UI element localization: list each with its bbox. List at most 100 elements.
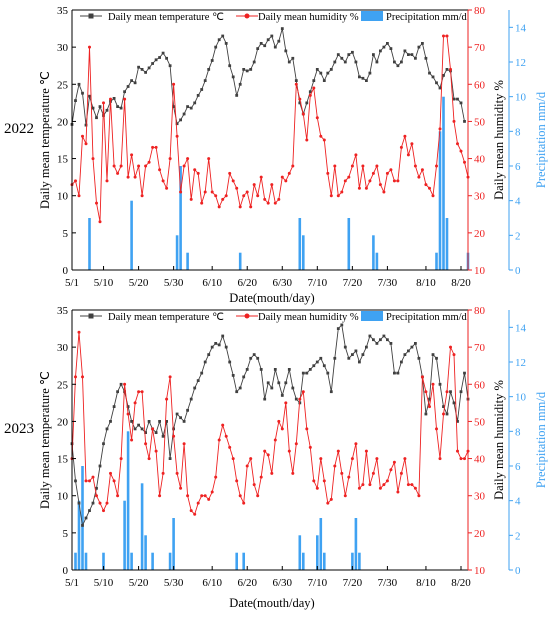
humidity-point-2023-day-111 [459,457,463,461]
precipitation-tick-label-2023-4: 4 [515,496,521,508]
temperature-point-2022-day-3 [81,91,84,95]
precipitation-bar-2023-day-4 [84,552,88,570]
humidity-point-2022-day-41 [214,194,218,198]
humidity-point-2022-day-25 [158,168,162,172]
x-tick-label-2022-4: 6/10 [202,277,222,289]
humidity-point-2023-day-17 [130,438,134,442]
humidity-tick-label-2023-10: 10 [474,565,486,577]
temperature-point-2022-day-23 [151,62,154,65]
precipitation-tick-label-2023-6: 6 [515,461,521,473]
precipitation-bar-2023-day-28 [168,552,172,570]
humidity-point-2022-day-50 [245,190,249,194]
humidity-point-2023-day-32 [182,442,186,446]
legend-label-temperature-2022: Daily mean temperature ℃ [108,12,224,23]
humidity-point-2022-day-83 [361,164,365,168]
humidity-point-2022-day-65 [298,97,302,101]
temperature-point-2022-day-111 [459,101,463,105]
precipitation-bar-2023-day-71 [319,518,323,570]
temperature-point-2023-day-107 [445,412,449,416]
temperature-point-2023-day-69 [312,364,316,368]
legend-2022: Daily mean temperature ℃ Daily mean humi… [80,11,468,23]
legend-label-temperature-2023: Daily mean temperature ℃ [108,312,224,323]
panel-2023: 2023 Daily mean temperature ℃ Daily mean… [4,305,548,610]
temperature-point-2023-day-45 [228,360,232,364]
precipitation-axis-title-2023: Precipitation mm/d [534,391,548,488]
humidity-point-2023-day-24 [154,449,158,453]
temperature-series-line-2023 [71,323,469,527]
legend-label-humidity-2022: Daily mean humidity % [258,12,359,23]
temperature-point-2022-day-74 [329,68,333,71]
humidity-point-2023-day-76 [336,449,340,453]
temperature-point-2023-day-28 [168,457,172,460]
humidity-point-2022-day-63 [291,164,295,168]
humidity-point-2023-day-11 [109,471,112,475]
humidity-point-2023-day-55 [263,449,267,453]
humidity-point-2023-day-15 [123,382,127,386]
humidity-point-2023-day-41 [214,475,218,479]
humidity-point-2022-day-62 [287,171,291,175]
humidity-point-2022-day-80 [350,164,354,168]
humidity-axis-title-2023: Daily mean humidity % [492,380,506,500]
temperature-point-2022-day-76 [336,53,340,56]
precipitation-bar-2023-day-49 [242,552,245,570]
humidity-point-2022-day-43 [221,197,225,201]
temperature-point-2023-day-64 [294,397,298,401]
temperature-point-2022-day-82 [358,75,361,79]
temperature-point-2022-day-25 [158,56,161,59]
precipitation-bar-2022-day-106 [442,96,445,270]
temperature-point-2023-day-46 [231,374,235,377]
temperature-point-2022-day-68 [308,90,312,94]
humidity-tick-label-2023-70: 70 [474,342,486,354]
humidity-point-2022-day-68 [308,93,312,97]
humidity-point-2023-day-74 [329,497,333,501]
humidity-point-2023-day-110 [456,449,459,453]
humidity-point-2023-day-13 [116,494,120,498]
humidity-point-2023-day-109 [452,353,456,357]
humidity-tick-label-2022-30: 30 [474,191,486,203]
humidity-point-2023-day-45 [228,445,232,449]
temperature-point-2022-day-103 [431,75,435,79]
temperature-point-2022-day-33 [186,105,189,108]
temperature-point-2022-day-54 [259,42,263,45]
humidity-point-2022-day-61 [284,179,288,183]
temperature-point-2022-day-30 [175,122,179,126]
humidity-point-2022-day-57 [270,183,274,187]
temperature-point-2022-day-84 [365,79,368,82]
precipitation-tick-label-2022-12: 12 [515,57,526,69]
humidity-point-2023-day-44 [224,434,228,438]
x-tick-label-2023-11: 8/20 [451,577,471,589]
humidity-point-2023-day-57 [270,471,274,475]
humidity-point-2022-day-54 [259,175,263,179]
temperature-point-2023-day-18 [133,427,137,431]
humidity-point-2023-day-20 [140,390,144,394]
temperature-point-2023-day-95 [403,353,407,356]
humidity-point-2022-day-49 [242,194,246,198]
humidity-point-2023-day-70 [315,486,319,490]
temperature-point-2022-day-58 [273,45,277,49]
temperature-point-2023-day-56 [266,381,270,385]
humidity-tick-label-2022-60: 60 [474,79,486,91]
left-tick-label-2022-15: 15 [57,154,69,166]
humidity-point-2023-day-101 [424,390,428,394]
temperature-point-2022-day-53 [256,47,260,50]
humidity-point-2023-day-31 [179,486,183,490]
humidity-point-2022-day-34 [189,197,193,201]
x-tick-label-2022-2: 5/20 [129,277,149,289]
temperature-point-2022-day-95 [403,49,407,53]
legend-label-precipitation-2022: Precipitation mm/d [386,12,468,23]
temperature-point-2022-day-8 [98,105,102,108]
humidity-point-2023-day-86 [371,471,375,475]
humidity-point-2022-day-112 [463,160,466,164]
humidity-tick-label-2022-40: 40 [474,154,486,166]
temperature-point-2022-day-88 [379,49,382,53]
humidity-point-2022-day-11 [109,97,112,101]
temperature-point-2023-day-96 [407,349,410,353]
precipitation-bar-2023-day-1 [74,552,77,570]
x-tick-label-2022-3: 5/30 [164,277,184,289]
humidity-point-2023-day-112 [463,457,466,461]
humidity-point-2023-day-94 [399,471,403,475]
humidity-point-2022-day-73 [326,171,330,175]
precipitation-bar-2022-day-104 [435,252,438,270]
temperature-point-2022-day-86 [372,53,375,56]
temperature-point-2023-day-94 [400,360,403,364]
